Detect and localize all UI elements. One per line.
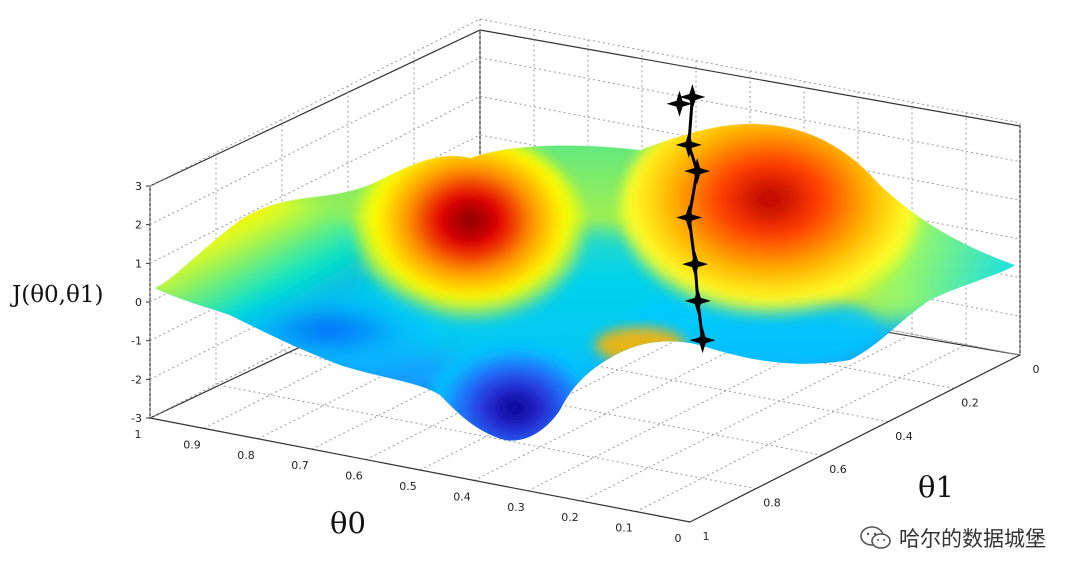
z-tick-label: 0 (135, 296, 142, 309)
x-tick-label: 0.5 (399, 480, 417, 493)
path-marker (689, 327, 716, 354)
path-marker (675, 131, 702, 158)
y-tick-label: 0 (1033, 363, 1040, 376)
z-tick-label: 3 (135, 180, 142, 193)
y-tick-label: 0.2 (961, 396, 979, 409)
x-tick-label: 0 (675, 532, 682, 545)
x-tick-label: 0.7 (291, 459, 309, 472)
x-tick-label: 0.6 (345, 470, 363, 483)
y-tick-labels: 0 0.2 0.4 0.6 0.8 1 (703, 363, 1040, 543)
y-axis-label: θ1 (918, 470, 954, 504)
x-tick-label: 0.4 (453, 490, 471, 503)
x-tick-label: 0.2 (561, 511, 579, 524)
x-tick-label: 0.9 (183, 438, 201, 451)
x-tick-label: 1 (135, 428, 142, 441)
path-marker (682, 251, 709, 278)
z-tick-label: 2 (135, 219, 142, 232)
path-marker (684, 158, 711, 185)
floor-axes (149, 354, 1021, 523)
watermark-text: 哈尔的数据城堡 (899, 527, 1046, 551)
z-tick-label: -2 (131, 373, 142, 386)
x-tick-label: 0.1 (615, 522, 633, 535)
path-marker (684, 287, 711, 314)
path-marker (679, 83, 706, 110)
z-tick-label: -1 (131, 335, 142, 348)
x-tick-label: 0.8 (237, 449, 255, 462)
y-tick-label: 0.4 (895, 430, 913, 443)
z-tick-label: -3 (131, 412, 142, 425)
x-axis-label: θ0 (330, 506, 366, 540)
path-marker (676, 204, 703, 231)
y-tick-label: 0.8 (763, 497, 781, 510)
z-tick-labels: 3 2 1 0 -1 -2 -3 (131, 180, 150, 425)
x-tick-labels: 1 0.9 0.8 0.7 0.6 0.5 0.4 0.3 0.2 0.1 0 (135, 428, 682, 545)
z-tick-label: 1 (135, 257, 142, 270)
y-tick-label: 0.6 (829, 463, 847, 476)
z-axis-label: J(θ0,θ1) (10, 282, 103, 308)
wechat-icon (860, 526, 891, 549)
descent-path (666, 83, 716, 354)
path-marker (666, 90, 693, 117)
watermark: 哈尔的数据城堡 (859, 523, 1046, 553)
x-tick-label: 0.3 (507, 501, 525, 514)
cost-surface (154, 123, 1016, 441)
y-tick-label: 1 (703, 530, 710, 543)
